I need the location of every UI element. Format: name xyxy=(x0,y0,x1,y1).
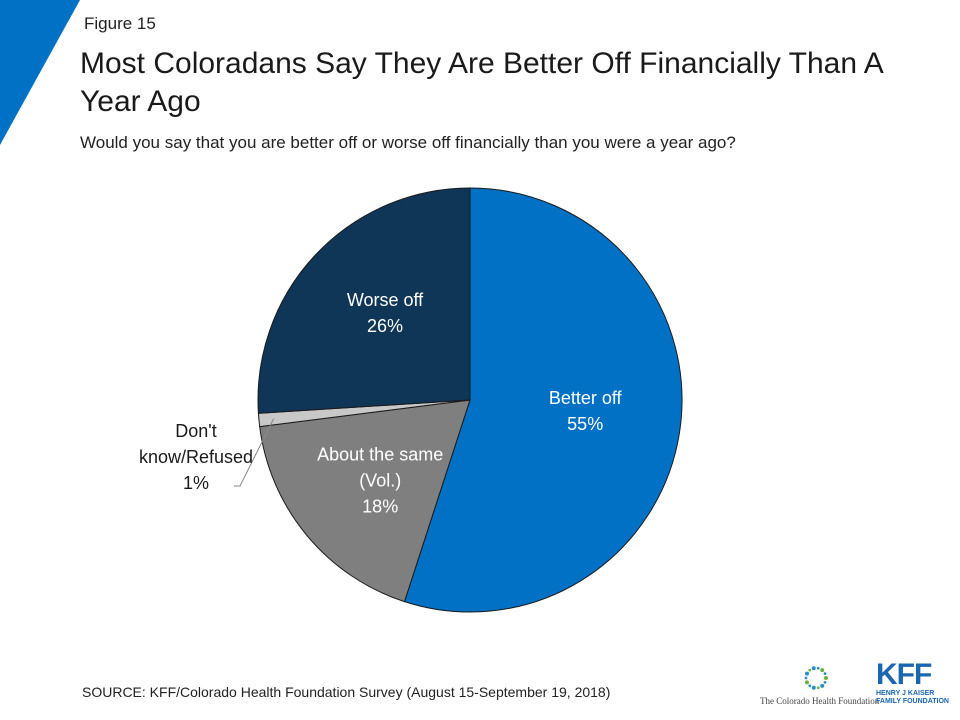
chart-title: Most Coloradans Say They Are Better Off … xyxy=(80,47,883,118)
colorado-health-foundation-logo: The Colorado Health Foundation xyxy=(760,660,880,710)
chf-logo-text: The Colorado Health Foundation xyxy=(760,696,880,706)
slice-label-better-off: Better off 55% xyxy=(549,388,623,434)
leader-line-dont-know xyxy=(234,418,275,487)
slice-label-about-the-same: About the same (Vol.) 18% xyxy=(317,444,443,516)
pie-slice-about-the-same xyxy=(259,399,471,603)
chart-subtitle: Would you say that you are better off or… xyxy=(80,133,736,152)
pie-slice-better-off xyxy=(403,187,683,613)
figure-label: Figure 15 xyxy=(84,14,156,33)
slice-label-dont-know: Don't know/Refused 1% xyxy=(139,421,253,493)
corner-accent-triangle xyxy=(0,0,80,145)
source-note: SOURCE: KFF/Colorado Health Foundation S… xyxy=(82,684,611,700)
kff-logo-mark: KFF xyxy=(876,658,932,691)
kff-logo-sub-2: FAMILY FOUNDATION xyxy=(876,698,949,705)
kff-logo: KFF HENRY J KAISER FAMILY FOUNDATION xyxy=(876,660,956,716)
pie-slice-worse-off xyxy=(257,187,471,414)
kff-logo-sub-1: HENRY J KAISER xyxy=(876,690,935,697)
starburst-icon xyxy=(804,666,828,690)
slice-label-worse-off: Worse off 26% xyxy=(347,290,424,336)
